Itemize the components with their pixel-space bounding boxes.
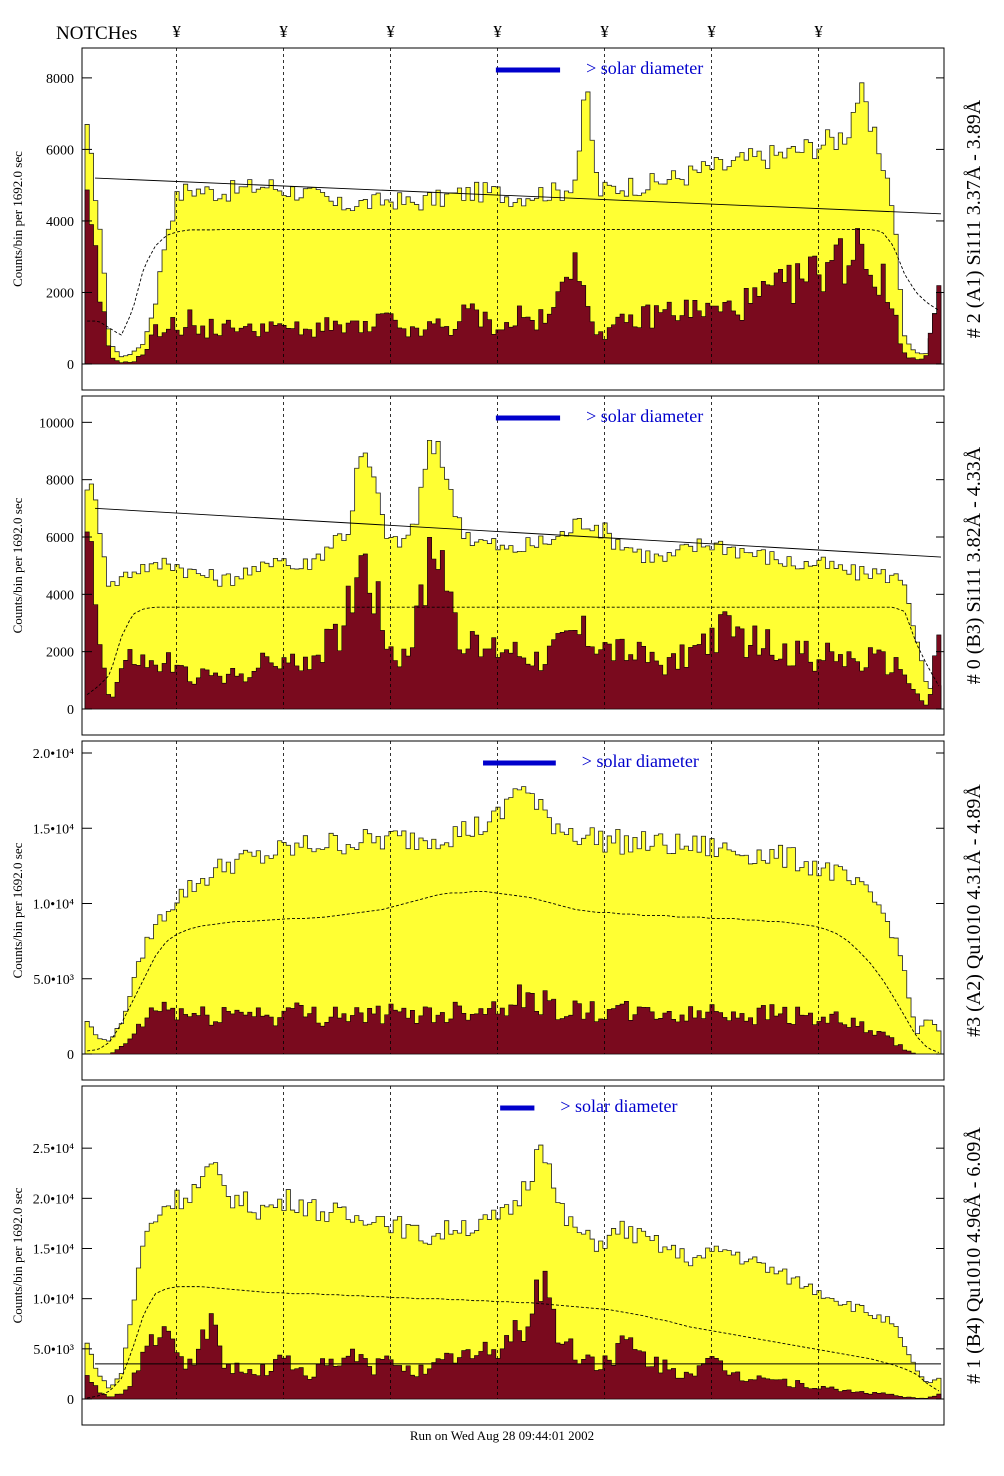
y-tick-label: 1.0•10⁴	[33, 898, 74, 913]
y-tick-label: 2.0•10⁴	[33, 747, 74, 762]
panel-title: #3 (A2) Qu1010 4.31Å - 4.89Å	[963, 784, 985, 1037]
solar-diameter-label: > solar diameter	[586, 406, 703, 426]
panel-frame	[81, 47, 945, 391]
series-trend-line	[94, 177, 942, 215]
series-model-curve	[86, 606, 940, 696]
notch-markers: ¥ ¥ ¥ ¥ ¥ ¥ ¥	[172, 22, 823, 41]
y-tick-label: 0	[67, 1048, 74, 1063]
y-tick-label: 10000	[39, 416, 74, 431]
y-tick-label: 0	[67, 358, 74, 373]
y-tick-label: 8000	[46, 474, 74, 489]
y-tick-label: 6000	[46, 143, 74, 158]
solar-diameter-label: > solar diameter	[560, 1096, 677, 1116]
y-tick-label: 1.0•10⁴	[33, 1293, 74, 1308]
y-tick-label: 1.5•10⁴	[33, 822, 74, 837]
notches-label: NOTCHes	[56, 23, 137, 44]
y-tick-label: 4000	[46, 588, 74, 603]
y-axis-label: Counts/bin per 1692.0 sec	[10, 842, 25, 978]
series-total-counts	[84, 82, 942, 365]
notch-marker-1: ¥	[172, 22, 181, 41]
y-tick-label: 5.0•10³	[33, 973, 74, 988]
y-tick-label: 2.0•10⁴	[33, 1192, 74, 1207]
panel-frame	[81, 395, 945, 736]
run-timestamp: Run on Wed Aug 28 09:44:01 2002	[409, 1428, 595, 1443]
series-total-counts	[84, 1144, 942, 1400]
y-tick-label: 4000	[46, 215, 74, 230]
panel-a1-si111: 0 2000 4000 6000 8000 Counts/bin per 1692.0 s…	[10, 47, 985, 391]
y-tick-label: 0	[67, 1393, 74, 1408]
y-tick-label: 2.5•10⁴	[33, 1142, 74, 1157]
y-tick-label: 8000	[46, 72, 74, 87]
notch-marker-7: ¥	[814, 22, 823, 41]
series-model-curve	[87, 229, 940, 336]
series-model-curve	[87, 1286, 940, 1399]
panel-title: # 0 (B3) Si111 3.82Å - 4.33Å	[963, 446, 985, 684]
y-tick-label: 5.0•10³	[33, 1343, 74, 1358]
notch-marker-2: ¥	[279, 22, 288, 41]
notch-marker-6: ¥	[707, 22, 716, 41]
series-model-curve	[87, 891, 940, 1053]
series-sub-counts	[84, 531, 942, 710]
panel-frame	[81, 1085, 945, 1426]
panel-title: # 1 (B4) Qu1010 4.96Å - 6.09Å	[963, 1127, 985, 1384]
notch-marker-3: ¥	[386, 22, 395, 41]
panel-title: # 2 (A1) Si111 3.37Å - 3.89Å	[963, 99, 985, 338]
y-tick-label: 2000	[46, 286, 74, 301]
panel-a2-qu1010: 0 5.0•10³ 1.0•10⁴ 1.5•10⁴ 2.0•10⁴ Counts/bin …	[10, 740, 985, 1081]
series-trend-line	[94, 507, 942, 558]
panel-b4-qu1010: 0 5.0•10³ 1.0•10⁴ 1.5•10⁴ 2.0•10⁴ 2.5•10⁴ Coun…	[10, 1085, 985, 1426]
solar-diameter-label: > solar diameter	[582, 751, 699, 771]
y-tick-label: 2000	[46, 646, 74, 661]
y-axis-label: Counts/bin per 1692.0 sec	[10, 1187, 25, 1323]
y-axis-label: Counts/bin per 1692.0 sec	[10, 151, 25, 287]
y-tick-label: 0	[67, 703, 74, 718]
panel-b3-si111: 0 2000 4000 6000 8000 10000 Counts/bin per 169…	[10, 395, 985, 736]
series-sub-counts	[85, 984, 941, 1055]
y-tick-label: 1.5•10⁴	[33, 1243, 74, 1258]
solar-diameter-label: > solar diameter	[586, 58, 703, 78]
notch-marker-4: ¥	[493, 22, 502, 41]
y-axis-label: Counts/bin per 1692.0 sec	[10, 497, 25, 633]
series-total-counts	[84, 786, 942, 1055]
y-tick-label: 6000	[46, 531, 74, 546]
notch-marker-5: ¥	[600, 22, 609, 41]
series-sub-counts	[84, 189, 942, 365]
panel-frame	[81, 740, 945, 1081]
